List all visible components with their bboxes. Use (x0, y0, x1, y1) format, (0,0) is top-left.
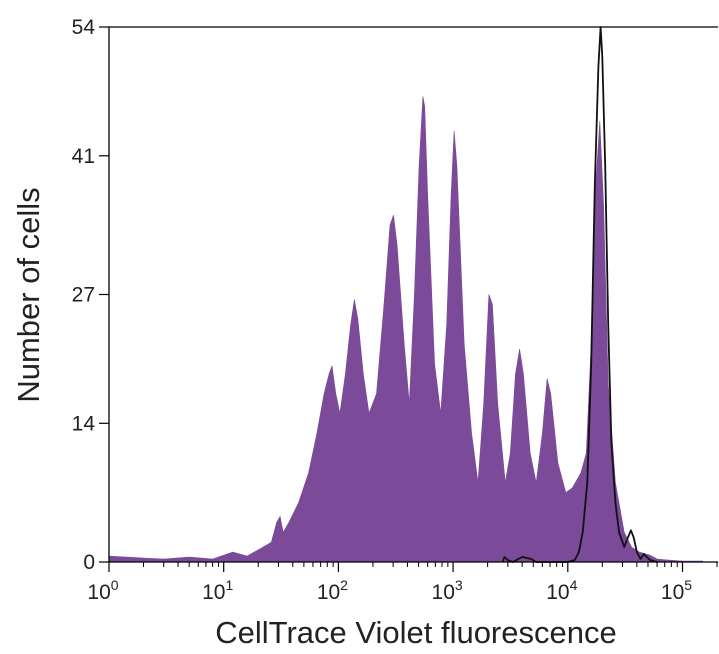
x-tick-label: 103 (432, 577, 463, 604)
histogram-series-filled (108, 96, 703, 563)
y-tick-label: 0 (83, 551, 95, 574)
y-tick-label: 41 (72, 145, 95, 168)
x-tick-label: 105 (661, 577, 692, 604)
y-tick-label: 54 (72, 16, 96, 39)
series-layer (108, 26, 703, 563)
y-ticks-layer: 0 14 27 41 54 (72, 16, 109, 574)
y-tick-label: 14 (72, 412, 96, 435)
y-axis-title: Number of cells (11, 187, 46, 402)
x-tick-label: 101 (202, 577, 233, 604)
x-tick-label: 104 (546, 577, 577, 604)
x-ticks-layer: 100 101 102 103 104 105 (87, 562, 718, 604)
y-tick-label: 27 (72, 284, 95, 307)
x-tick-label: 100 (87, 577, 118, 604)
x-tick-label: 102 (317, 577, 348, 604)
x-axis-title: CellTrace Violet fluorescence (215, 615, 616, 650)
